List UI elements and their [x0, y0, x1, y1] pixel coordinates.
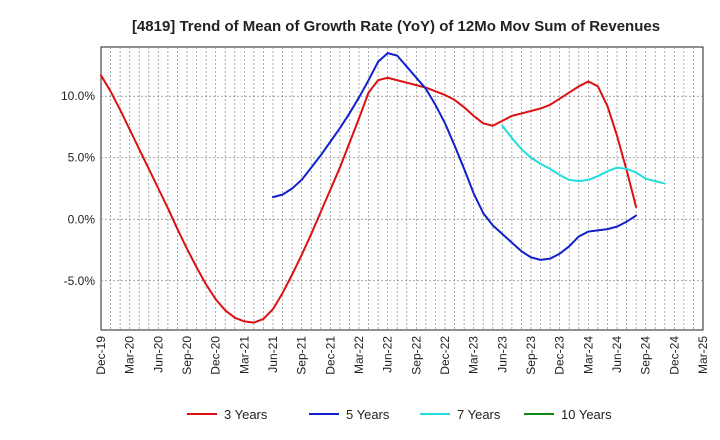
- x-tick-label: Jun-22: [381, 336, 395, 373]
- y-tick-label: -5.0%: [64, 274, 96, 288]
- legend-label-3-years: 3 Years: [224, 407, 268, 422]
- x-tick-label: Jun-23: [495, 336, 509, 373]
- legend: 3 Years 5 Years 7 Years 10 Years: [187, 407, 612, 422]
- series-line-3-years: [100, 74, 638, 324]
- x-tick-label: Sep-20: [180, 336, 194, 375]
- x-tick-label: Dec-19: [94, 336, 108, 375]
- chart-title: [4819] Trend of Mean of Growth Rate (YoY…: [132, 18, 660, 35]
- y-tick-label: 0.0%: [68, 212, 96, 226]
- x-tick-label: Jun-21: [266, 336, 280, 373]
- y-tick-label: 5.0%: [68, 151, 96, 165]
- x-tick-label: Dec-20: [209, 336, 223, 375]
- x-tick-label: Dec-23: [553, 336, 567, 375]
- x-tick-label: Sep-22: [409, 336, 423, 375]
- x-tick-label: Dec-22: [438, 336, 452, 375]
- legend-label-7-years: 7 Years: [457, 407, 501, 422]
- plot-frame: [100, 46, 704, 331]
- x-tick-label: Sep-24: [639, 336, 653, 375]
- x-tick-label: Mar-24: [581, 336, 595, 374]
- y-tick-label: 10.0%: [61, 89, 95, 103]
- x-tick-label: Jun-24: [610, 336, 624, 373]
- x-tick-label: Dec-24: [667, 336, 681, 375]
- series-layer: [100, 52, 666, 324]
- legend-label-5-years: 5 Years: [346, 407, 390, 422]
- grid: [101, 47, 703, 330]
- x-tick-label: Mar-23: [467, 336, 481, 374]
- x-tick-label: Sep-21: [295, 336, 309, 375]
- plot-area: [100, 46, 704, 331]
- x-tick-label: Jun-20: [151, 336, 165, 373]
- y-axis: 10.0% 5.0% 0.0% -5.0%: [61, 89, 95, 288]
- x-tick-label: Mar-20: [123, 336, 137, 374]
- x-axis: Dec-19 Mar-20 Jun-20 Sep-20 Dec-20 Mar-21 Jun-…: [94, 336, 710, 375]
- x-tick-label: Mar-22: [352, 336, 366, 374]
- x-tick-label: Mar-25: [696, 336, 710, 374]
- series-line-5-years: [272, 52, 638, 261]
- legend-label-10-years: 10 Years: [561, 407, 612, 422]
- x-tick-label: Dec-21: [323, 336, 337, 375]
- x-tick-label: Sep-23: [524, 336, 538, 375]
- x-tick-label: Mar-21: [237, 336, 251, 374]
- series-line-7-years: [501, 124, 666, 185]
